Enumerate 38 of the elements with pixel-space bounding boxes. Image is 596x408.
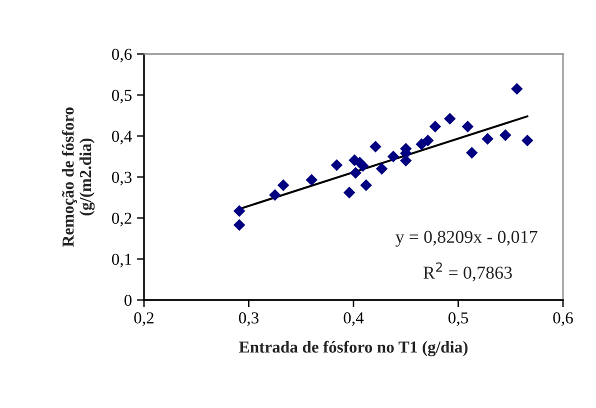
annotation: y = 0,8209x - 0,017 [396, 230, 538, 247]
point [511, 82, 523, 95]
point [306, 174, 318, 186]
point [422, 134, 434, 146]
point [330, 159, 343, 171]
x-tick-label: 0,6 [553, 312, 573, 326]
point [277, 179, 290, 192]
point [350, 167, 362, 179]
point [343, 186, 356, 198]
point [521, 134, 534, 146]
y-tick-label: 0,4 [112, 130, 132, 144]
annotation: R$^{2}$ = 0,7863 [424, 262, 512, 282]
point [360, 179, 372, 192]
point [482, 132, 494, 145]
y-tick-label: 0,1 [112, 254, 132, 268]
x-tick-label: 0,3 [238, 312, 259, 326]
point [269, 189, 281, 201]
point [387, 150, 400, 162]
point [376, 162, 388, 175]
point [429, 120, 442, 132]
y-tick-label: 0,2 [112, 212, 132, 226]
point [370, 140, 382, 153]
y-tick-label: 0,3 [112, 172, 132, 186]
point [233, 219, 246, 231]
x-tick-label: 0,4 [344, 312, 364, 326]
x-tick-label: 0,2 [134, 312, 154, 326]
point [357, 160, 369, 172]
y-tick-label: 0,6 [112, 48, 132, 62]
x-axis-title: Entrada de fósforo no T1 (g/dia) [239, 340, 468, 356]
y-tick-label: 0 [124, 294, 132, 306]
point [233, 205, 246, 217]
y-axis-title: Remoção de fósforo (g/(m2.dia) [62, 107, 95, 247]
point [499, 129, 512, 142]
point [444, 112, 456, 125]
point [466, 146, 478, 159]
y-tick-label: 0,5 [112, 90, 132, 104]
x-tick-label: 0,5 [448, 312, 468, 326]
point [462, 120, 474, 132]
